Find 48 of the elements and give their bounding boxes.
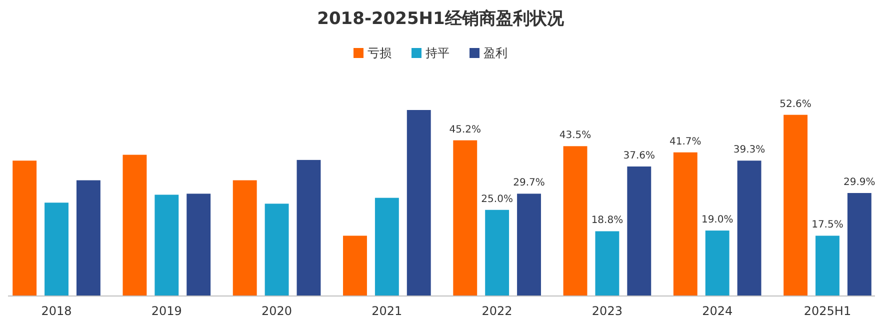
data-label: 29.7% xyxy=(513,178,545,189)
x-tick-label: 2020 xyxy=(262,304,292,318)
x-tick-label: 2018 xyxy=(41,304,72,318)
data-label: 18.8% xyxy=(591,215,624,226)
bar xyxy=(737,160,762,296)
data-label: 25.0% xyxy=(481,194,513,205)
x-tick-label: 2021 xyxy=(372,304,402,318)
data-label: 52.6% xyxy=(780,98,812,110)
data-label: 39.3% xyxy=(733,144,766,156)
bar xyxy=(343,236,367,296)
bar xyxy=(374,198,399,296)
bar xyxy=(816,236,840,296)
bar xyxy=(122,154,147,296)
bar xyxy=(186,194,211,296)
x-tick-label: 2025H1 xyxy=(804,304,852,318)
legend-label: 盈利 xyxy=(484,46,508,60)
bar xyxy=(296,160,321,296)
data-label: 19.0% xyxy=(701,214,734,226)
bar xyxy=(44,202,68,296)
bar xyxy=(232,180,257,296)
data-label: 17.5% xyxy=(812,220,844,231)
x-tick-label: 2022 xyxy=(482,304,512,318)
bar xyxy=(847,193,872,296)
x-tick-label: 2023 xyxy=(592,304,622,318)
bar xyxy=(485,210,510,296)
x-tick-label: 2019 xyxy=(151,304,182,318)
data-label: 41.7% xyxy=(670,136,702,148)
bar xyxy=(673,152,698,296)
bar xyxy=(563,146,588,296)
data-label: 43.5% xyxy=(559,130,592,142)
bar xyxy=(406,110,431,296)
bar xyxy=(453,140,478,296)
bar xyxy=(154,194,179,296)
bar xyxy=(784,114,808,296)
x-tick-label: 2024 xyxy=(702,304,733,318)
data-label: 37.6% xyxy=(623,150,656,162)
bar xyxy=(517,194,541,296)
bar xyxy=(76,180,100,296)
bar xyxy=(705,230,730,296)
bar xyxy=(264,204,289,296)
data-label: 29.9% xyxy=(844,177,876,188)
legend-label: 亏损 xyxy=(368,46,392,60)
bar xyxy=(627,166,652,296)
chart-title: 2018-2025H1经销商盈利状况 xyxy=(317,9,565,29)
legend-label: 持平 xyxy=(426,46,450,60)
bar xyxy=(595,231,620,296)
bar xyxy=(12,160,37,296)
data-label: 45.2% xyxy=(449,124,482,136)
